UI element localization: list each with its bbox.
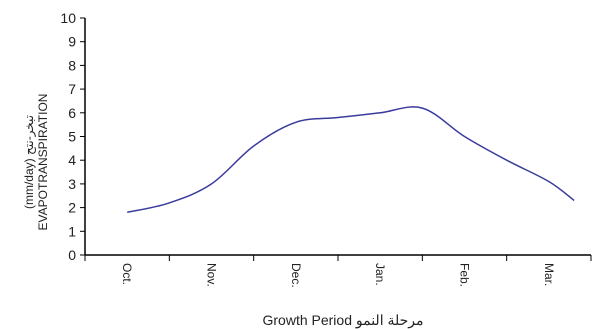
y-tick-label: 8 <box>68 57 76 73</box>
y-tick-label: 10 <box>60 10 76 26</box>
y-tick-label: 7 <box>68 81 76 97</box>
x-axis-title: Growth Period مرحلة النمو <box>263 312 424 329</box>
y-tick-label: 1 <box>68 223 76 239</box>
x-tick-label: Nov. <box>205 263 219 287</box>
x-tick-label: Dec. <box>289 263 303 288</box>
y-tick-label: 2 <box>68 200 76 216</box>
x-tick-label: Mar. <box>542 263 556 286</box>
y-tick-label: 6 <box>68 105 76 121</box>
x-tick-label: Jan. <box>373 263 387 286</box>
y-tick-label: 0 <box>68 247 76 263</box>
x-axis: Oct. Nov. Dec. Jan. Feb. Mar. <box>84 254 592 288</box>
x-tick-label: Oct. <box>120 263 134 285</box>
y-tick-label: 3 <box>68 176 76 192</box>
y-tick-label: 5 <box>68 129 76 145</box>
y-tick-label: 4 <box>68 152 76 168</box>
series-layer <box>127 106 575 214</box>
y-axis-title-line-2: EVAPOTRANSPIRATION <box>36 94 50 231</box>
y-axis-title-line-1: (mm/day) تبخر-نتح <box>22 115 36 209</box>
series-line <box>127 106 575 214</box>
y-tick-label: 9 <box>68 34 76 50</box>
x-tick-label: Feb. <box>458 263 472 287</box>
y-axis: 0 1 2 3 4 5 6 7 8 9 10 <box>60 10 86 263</box>
